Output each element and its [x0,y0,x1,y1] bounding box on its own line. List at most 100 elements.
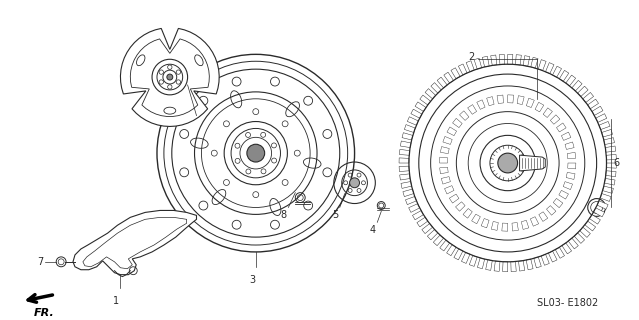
Polygon shape [583,92,594,102]
Polygon shape [401,141,411,148]
Polygon shape [403,189,413,196]
Polygon shape [585,221,596,231]
Polygon shape [497,95,504,103]
Polygon shape [417,217,427,227]
Polygon shape [440,167,448,174]
Polygon shape [516,55,521,65]
Polygon shape [600,194,611,201]
Polygon shape [568,238,578,249]
Polygon shape [603,186,613,193]
Circle shape [498,153,518,173]
Polygon shape [519,260,525,271]
Polygon shape [474,58,482,69]
Polygon shape [512,222,518,231]
Polygon shape [454,249,463,260]
Polygon shape [407,117,419,125]
Polygon shape [440,157,448,163]
Polygon shape [523,56,530,66]
Polygon shape [494,261,500,271]
Polygon shape [402,133,413,140]
Polygon shape [538,60,546,71]
Polygon shape [399,158,409,163]
Polygon shape [566,75,576,86]
Polygon shape [539,212,548,221]
Polygon shape [597,201,608,209]
Text: 3: 3 [250,275,256,285]
Polygon shape [482,56,489,67]
Polygon shape [550,115,560,124]
Polygon shape [604,138,615,145]
Polygon shape [447,127,457,136]
Polygon shape [559,190,569,199]
Polygon shape [425,89,436,99]
Polygon shape [521,220,529,229]
Polygon shape [553,66,562,77]
Polygon shape [589,215,601,224]
Polygon shape [481,219,489,228]
Polygon shape [130,39,210,116]
Circle shape [167,74,173,80]
Polygon shape [411,109,422,118]
Polygon shape [578,86,588,97]
Polygon shape [574,233,585,244]
Polygon shape [580,227,590,237]
Polygon shape [120,28,219,126]
Polygon shape [477,258,484,269]
Polygon shape [468,105,477,114]
Polygon shape [451,68,460,79]
Polygon shape [563,182,573,190]
Polygon shape [535,102,544,112]
Polygon shape [499,54,505,65]
Polygon shape [443,136,452,144]
Polygon shape [562,243,572,254]
Polygon shape [437,77,447,88]
Polygon shape [588,99,599,109]
Polygon shape [565,142,574,149]
Polygon shape [546,206,556,215]
Polygon shape [508,95,514,103]
Polygon shape [557,123,566,132]
Polygon shape [477,100,485,109]
Polygon shape [83,217,187,269]
Polygon shape [487,97,494,106]
Polygon shape [449,194,459,203]
Polygon shape [433,235,443,246]
Polygon shape [567,152,576,159]
Polygon shape [599,121,610,130]
Polygon shape [415,102,426,111]
Polygon shape [422,224,433,234]
Polygon shape [546,63,554,74]
Circle shape [350,178,360,188]
Polygon shape [399,174,410,180]
Polygon shape [596,114,607,122]
Polygon shape [458,64,467,75]
Polygon shape [463,209,472,218]
Polygon shape [566,172,575,180]
Polygon shape [447,245,456,256]
Polygon shape [444,72,454,83]
Text: 1: 1 [113,296,119,306]
Polygon shape [404,124,415,132]
Polygon shape [541,254,550,265]
Polygon shape [606,163,617,168]
Circle shape [247,144,265,162]
Polygon shape [413,211,424,220]
Polygon shape [520,155,545,171]
Polygon shape [606,171,616,177]
Polygon shape [548,251,557,262]
Polygon shape [534,257,541,268]
Polygon shape [502,223,508,231]
Polygon shape [399,166,409,172]
Text: FR.: FR. [33,308,54,318]
Text: 6: 6 [613,158,620,168]
Polygon shape [604,179,615,185]
Polygon shape [594,208,604,217]
Text: SL03- E1802: SL03- E1802 [537,298,599,308]
Polygon shape [602,129,613,137]
Text: 5: 5 [332,211,338,220]
Polygon shape [445,186,454,194]
Polygon shape [401,181,412,188]
Polygon shape [491,221,498,230]
Polygon shape [527,98,534,108]
Polygon shape [606,155,617,160]
